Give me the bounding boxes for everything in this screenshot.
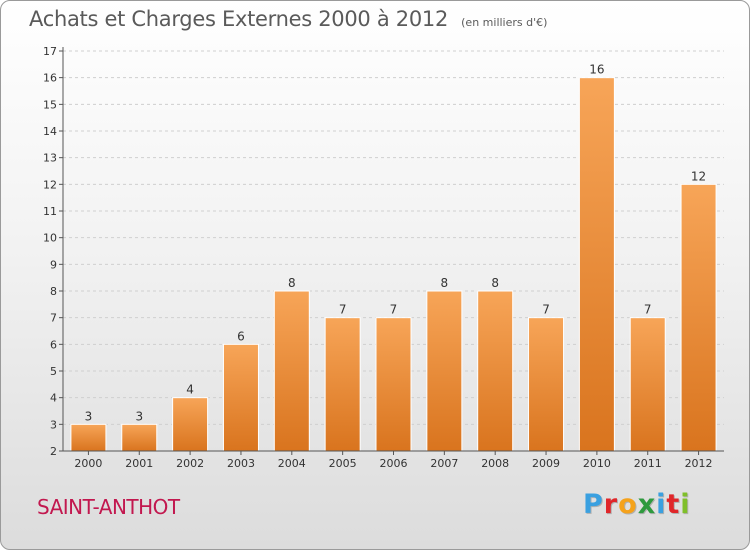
- bar-value-label: 6: [237, 329, 245, 343]
- y-tick-label: 11: [43, 205, 57, 218]
- logo-letter: o: [618, 489, 638, 520]
- bar-value-label: 7: [644, 303, 652, 317]
- y-tick-label: 13: [43, 152, 57, 165]
- x-tick-label: 2004: [278, 457, 306, 470]
- bar-value-label: 8: [288, 276, 296, 290]
- y-tick-label: 9: [50, 258, 57, 271]
- bar-value-label: 8: [441, 276, 449, 290]
- x-tick-label: 2000: [74, 457, 102, 470]
- axes: 2 3 4 5 6 7 8 9 10 11 12 13 14 15 16 17: [43, 45, 724, 458]
- y-tick-label: 15: [43, 98, 57, 111]
- bar: [528, 317, 565, 452]
- y-tick-label: 6: [50, 338, 57, 351]
- y-tick-label: 8: [50, 285, 57, 298]
- logo-letter: i: [656, 489, 667, 520]
- bar-value-label: 7: [390, 303, 398, 317]
- proxiti-logo: Proxiti: [583, 489, 691, 520]
- commune-name: SAINT-ANTHOT: [37, 495, 180, 519]
- logo-letter: x: [637, 489, 657, 520]
- bar-value-label: 4: [186, 383, 194, 397]
- y-tick-label: 4: [50, 392, 57, 405]
- x-tick-label: 2008: [481, 457, 509, 470]
- logo-letter: r: [603, 489, 619, 520]
- bars: [70, 77, 717, 452]
- bar-value-label: 8: [491, 276, 499, 290]
- chart-title: Achats et Charges Externes 2000 à 2012: [29, 7, 449, 31]
- x-tick-label: 2012: [685, 457, 713, 470]
- y-tick-label: 10: [43, 232, 57, 245]
- x-tick-label: 2003: [227, 457, 255, 470]
- bar: [121, 423, 158, 452]
- bar: [680, 183, 717, 452]
- y-tick-label: 5: [50, 365, 57, 378]
- bar: [375, 317, 412, 452]
- bar-value-label: 7: [339, 303, 347, 317]
- logo-letter: t: [666, 489, 681, 520]
- bar: [426, 290, 463, 452]
- bar-value-label: 3: [85, 409, 93, 423]
- x-tick-label: 2011: [634, 457, 662, 470]
- bar: [70, 423, 107, 452]
- x-tick-label: 2010: [583, 457, 611, 470]
- bar-value-label: 12: [691, 169, 706, 183]
- bar-value-label: 7: [542, 303, 550, 317]
- x-tick-label: 2007: [430, 457, 458, 470]
- y-tick-label: 3: [50, 418, 57, 431]
- y-tick-label: 16: [43, 72, 57, 85]
- bar-value-label: 3: [135, 409, 143, 423]
- chart-subtitle: (en milliers d'€): [461, 16, 548, 29]
- x-tick-label: 2001: [125, 457, 153, 470]
- bar: [222, 343, 259, 452]
- labels: 3 2000 3 2001 4 2002 6 2003 8 2004 7 2005 7 2006 8 2007…: [74, 63, 712, 470]
- x-tick-label: 2009: [532, 457, 560, 470]
- y-tick-label: 14: [43, 125, 57, 138]
- title-row: Achats et Charges Externes 2000 à 2012 (…: [29, 7, 547, 31]
- logo-letter: i: [680, 489, 691, 520]
- y-tick-label: 17: [43, 45, 57, 58]
- x-tick-label: 2006: [380, 457, 408, 470]
- y-tick-label: 2: [50, 445, 57, 458]
- bar: [273, 290, 310, 452]
- bar: [578, 77, 615, 452]
- y-tick-label: 7: [50, 312, 57, 325]
- x-tick-label: 2002: [176, 457, 204, 470]
- bar: [324, 317, 361, 452]
- logo-letter: P: [583, 489, 604, 520]
- y-tick-label: 12: [43, 178, 57, 191]
- bar-value-label: 16: [589, 63, 604, 77]
- bar: [172, 397, 209, 452]
- bar: [629, 317, 666, 452]
- x-tick-label: 2005: [329, 457, 357, 470]
- bar: [477, 290, 514, 452]
